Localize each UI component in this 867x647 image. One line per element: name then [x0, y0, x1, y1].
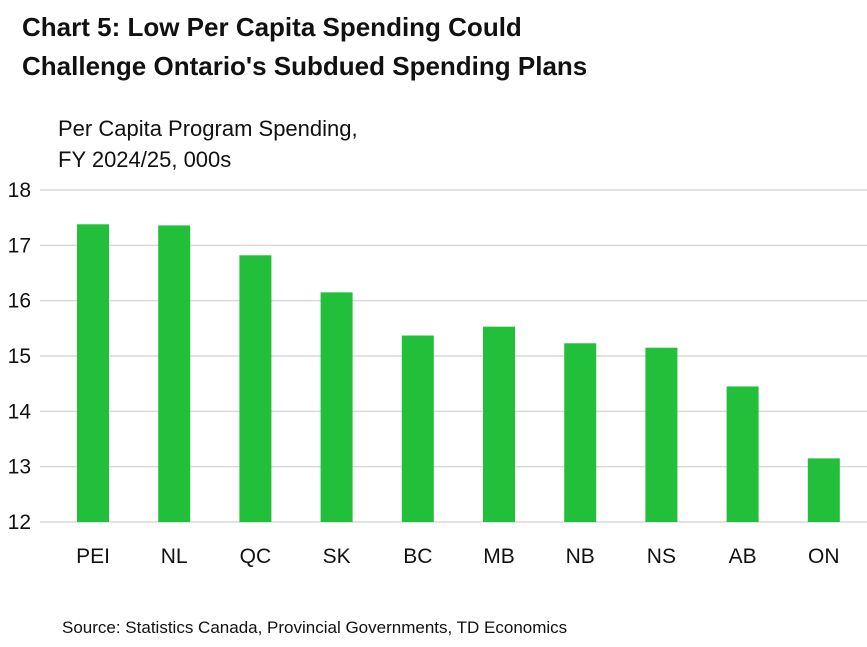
- y-tick-label-16: 16: [8, 290, 31, 313]
- x-tick-label-mb: MB: [483, 545, 515, 568]
- bar-nl: [158, 225, 191, 522]
- y-tick-label-15: 15: [8, 345, 31, 368]
- chart-title: Chart 5: Low Per Capita Spending Could C…: [22, 8, 852, 86]
- y-tick-label-17: 17: [8, 234, 31, 257]
- y-axis-caption: Per Capita Program Spending, FY 2024/25,…: [58, 113, 358, 175]
- y-tick-label-18: 18: [8, 179, 31, 202]
- bars: [77, 224, 840, 522]
- chart-title-line-2: Challenge Ontario's Subdued Spending Pla…: [22, 51, 588, 81]
- x-tick-label-ab: AB: [729, 545, 757, 568]
- x-tick-label-nb: NB: [566, 545, 595, 568]
- y-tick-label-13: 13: [8, 456, 31, 479]
- bar-nb: [564, 343, 597, 522]
- bar-qc: [239, 255, 272, 522]
- x-tick-label-sk: SK: [323, 545, 351, 568]
- x-tick-label-pei: PEI: [76, 545, 110, 568]
- bar-sk: [320, 292, 353, 522]
- x-tick-label-nl: NL: [161, 545, 188, 568]
- bar-bc: [401, 335, 434, 522]
- x-tick-label-ns: NS: [647, 545, 676, 568]
- y-axis-caption-line-2: FY 2024/25, 000s: [58, 147, 232, 172]
- y-axis-ticks: 12 13 14 15 16 17 18: [8, 179, 32, 534]
- y-tick-label-12: 12: [8, 511, 31, 534]
- chart-title-line-1: Chart 5: Low Per Capita Spending Could: [22, 12, 522, 42]
- x-tick-label-on: ON: [808, 545, 840, 568]
- bar-on: [807, 458, 840, 522]
- x-axis-ticks: PEI NL QC SK BC MB NB NS AB ON: [76, 545, 839, 568]
- bar-mb: [483, 326, 515, 522]
- bar-ns: [645, 347, 678, 522]
- source-note: Source: Statistics Canada, Provincial Go…: [62, 618, 568, 637]
- x-tick-label-bc: BC: [403, 545, 432, 568]
- y-axis-caption-line-1: Per Capita Program Spending,: [58, 116, 358, 141]
- y-tick-label-14: 14: [8, 400, 32, 423]
- bar-ab: [726, 386, 759, 522]
- x-tick-label-qc: QC: [240, 545, 272, 568]
- bar-pei: [77, 224, 109, 522]
